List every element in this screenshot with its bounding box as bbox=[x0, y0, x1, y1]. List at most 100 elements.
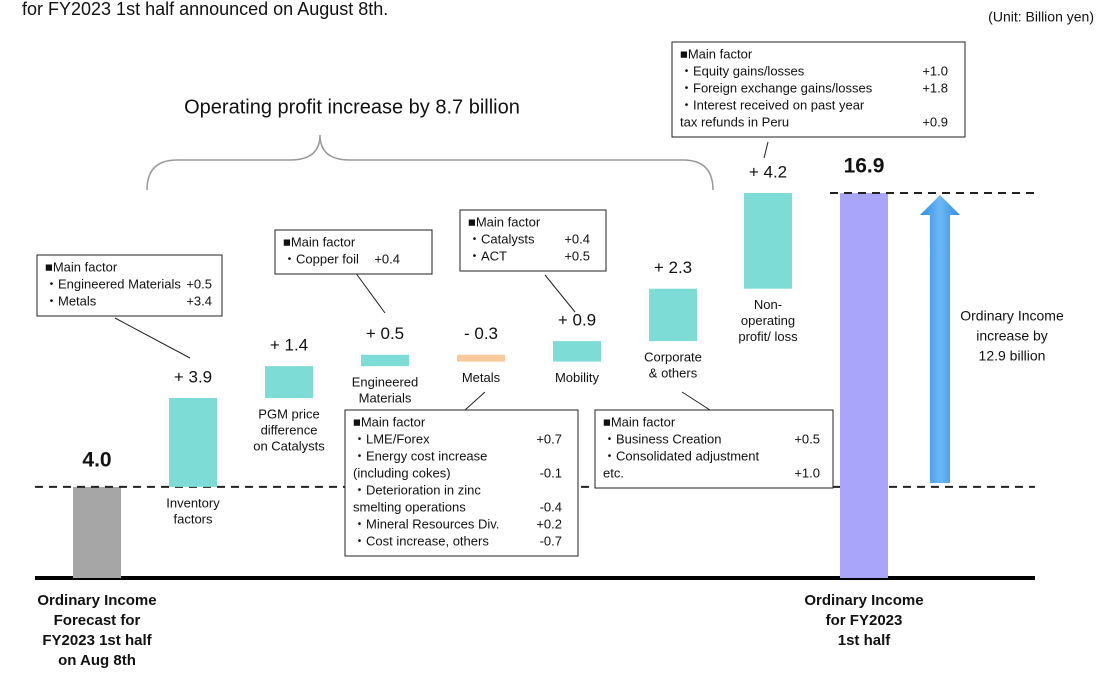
factor-box: ■Main factor ・LME/Forex +0.7 ・Energy cost i… bbox=[344, 391, 579, 557]
box-frame bbox=[274, 229, 433, 275]
arrow-label: Ordinary Income bbox=[960, 308, 1064, 324]
brace bbox=[146, 134, 714, 191]
value-label: + 0.5 bbox=[366, 324, 404, 343]
bar bbox=[840, 193, 888, 578]
brace-label: Operating profit increase by 8.7 billion bbox=[184, 96, 520, 118]
box-frame bbox=[594, 409, 834, 489]
factor-value: +0.5 bbox=[564, 248, 590, 263]
factor-value: -0.4 bbox=[540, 499, 562, 514]
factor-value: +0.9 bbox=[922, 114, 948, 129]
factor-value: +0.5 bbox=[794, 431, 820, 446]
box-title: ■Main factor bbox=[45, 259, 118, 274]
category-label: PGM price bbox=[258, 406, 319, 421]
factor-box: ■Main factor ・Copper foil +0.4 bbox=[274, 229, 433, 314]
factor-value: +1.0 bbox=[922, 63, 948, 78]
value-label: + 0.9 bbox=[558, 311, 596, 330]
category-label: Inventory bbox=[166, 495, 220, 510]
category-label: on Catalysts bbox=[253, 438, 325, 453]
bar bbox=[649, 288, 697, 342]
factor-label: ・Business Creation bbox=[603, 431, 722, 446]
category-label: difference bbox=[261, 422, 318, 437]
factor-box: ■Main factor ・Catalysts +0.4 ・ACT +0.5 bbox=[459, 209, 607, 313]
factor-label: ・Consolidated adjustment bbox=[603, 448, 759, 463]
unit-label: (Unit: Billion yen) bbox=[988, 9, 1094, 25]
category-label: Materials bbox=[359, 391, 412, 406]
box-frame bbox=[344, 409, 579, 557]
box-title: ■Main factor bbox=[283, 234, 356, 249]
category-label: for FY2023 bbox=[826, 612, 903, 629]
chart-title: for FY2023 1st half announced on August … bbox=[22, 0, 388, 19]
category-label: Mobility bbox=[555, 370, 600, 385]
bar bbox=[553, 341, 601, 362]
factor-label: ・Interest received on past year bbox=[680, 97, 865, 112]
value-label: 4.0 bbox=[82, 448, 111, 471]
factor-label: ・Mineral Resources Div. bbox=[353, 516, 499, 531]
box-frame bbox=[459, 209, 607, 272]
leader-line bbox=[464, 391, 486, 411]
factor-value: +0.4 bbox=[564, 231, 590, 246]
bar bbox=[744, 193, 792, 289]
value-label: + 3.9 bbox=[174, 368, 212, 387]
bar bbox=[457, 354, 505, 362]
factor-label: ・Energy cost increase bbox=[353, 448, 487, 463]
factor-label: ・Copper foil bbox=[283, 251, 359, 266]
category-label: Corporate bbox=[644, 350, 702, 365]
bar bbox=[73, 486, 121, 578]
value-label: + 2.3 bbox=[654, 258, 692, 277]
factor-label: ・Catalysts bbox=[468, 231, 535, 246]
category-label: Metals bbox=[462, 370, 501, 385]
value-label: 16.9 bbox=[844, 155, 885, 178]
factor-label: ・Metals bbox=[45, 293, 97, 308]
bar bbox=[265, 366, 313, 399]
value-label: + 1.4 bbox=[270, 336, 308, 355]
factor-label: ・Engineered Materials bbox=[45, 276, 181, 291]
factor-box: ■Main factor ・Engineered Materials +0.5 ・Me… bbox=[36, 254, 223, 359]
leader-line bbox=[544, 274, 576, 313]
factor-value: -0.1 bbox=[540, 465, 562, 480]
value-label: - 0.3 bbox=[464, 324, 498, 343]
bar bbox=[169, 398, 217, 487]
factor-value: -0.7 bbox=[540, 533, 562, 548]
factor-box: ■Main factor ・Equity gains/losses +1.0 ・For… bbox=[671, 41, 966, 159]
factor-label: (including cokes) bbox=[353, 465, 451, 480]
factor-value: +0.5 bbox=[186, 276, 212, 291]
factor-value: +1.8 bbox=[922, 80, 948, 95]
value-label: + 4.2 bbox=[749, 163, 787, 182]
factor-label: ・Deterioration in zinc bbox=[353, 482, 481, 497]
factor-value: +0.7 bbox=[536, 431, 562, 446]
factor-label: etc. bbox=[603, 465, 624, 480]
box-title: ■Main factor bbox=[468, 214, 541, 229]
category-label: Forecast for bbox=[54, 612, 141, 629]
factor-label: ・Equity gains/losses bbox=[680, 63, 805, 78]
factor-label: ・LME/Forex bbox=[353, 431, 430, 446]
arrow-label: 12.9 billion bbox=[979, 348, 1046, 364]
increase-arrow bbox=[920, 195, 960, 483]
box-frame bbox=[671, 41, 966, 138]
leader-line bbox=[354, 271, 386, 314]
factor-label: ・Cost increase, others bbox=[353, 533, 489, 548]
box-title: ■Main factor bbox=[680, 46, 753, 61]
leader-line bbox=[763, 141, 769, 159]
factor-label: ・ACT bbox=[468, 248, 507, 263]
leader-line bbox=[681, 391, 711, 411]
category-label: Non- bbox=[754, 297, 782, 312]
category-label: & others bbox=[649, 366, 698, 381]
factor-label: smelting operations bbox=[353, 499, 466, 514]
category-label: FY2023 1st half bbox=[42, 632, 152, 649]
box-frame bbox=[36, 254, 223, 317]
factor-box: ■Main factor ・Business Creation +0.5 ・Conso… bbox=[594, 391, 834, 489]
box-title: ■Main factor bbox=[603, 414, 676, 429]
category-label: Ordinary Income bbox=[804, 592, 923, 609]
factor-value: +0.2 bbox=[536, 516, 562, 531]
category-label: operating bbox=[741, 313, 795, 328]
factor-label: tax refunds in Peru bbox=[680, 114, 789, 129]
category-label: factors bbox=[173, 511, 213, 526]
box-title: ■Main factor bbox=[353, 414, 426, 429]
category-label: Ordinary Income bbox=[37, 592, 156, 609]
arrow-label: increase by bbox=[976, 328, 1048, 344]
factor-label: ・Foreign exchange gains/losses bbox=[680, 80, 873, 95]
category-label: Engineered bbox=[352, 375, 419, 390]
category-label: profit/ loss bbox=[738, 329, 798, 344]
category-label: on Aug 8th bbox=[58, 652, 136, 669]
